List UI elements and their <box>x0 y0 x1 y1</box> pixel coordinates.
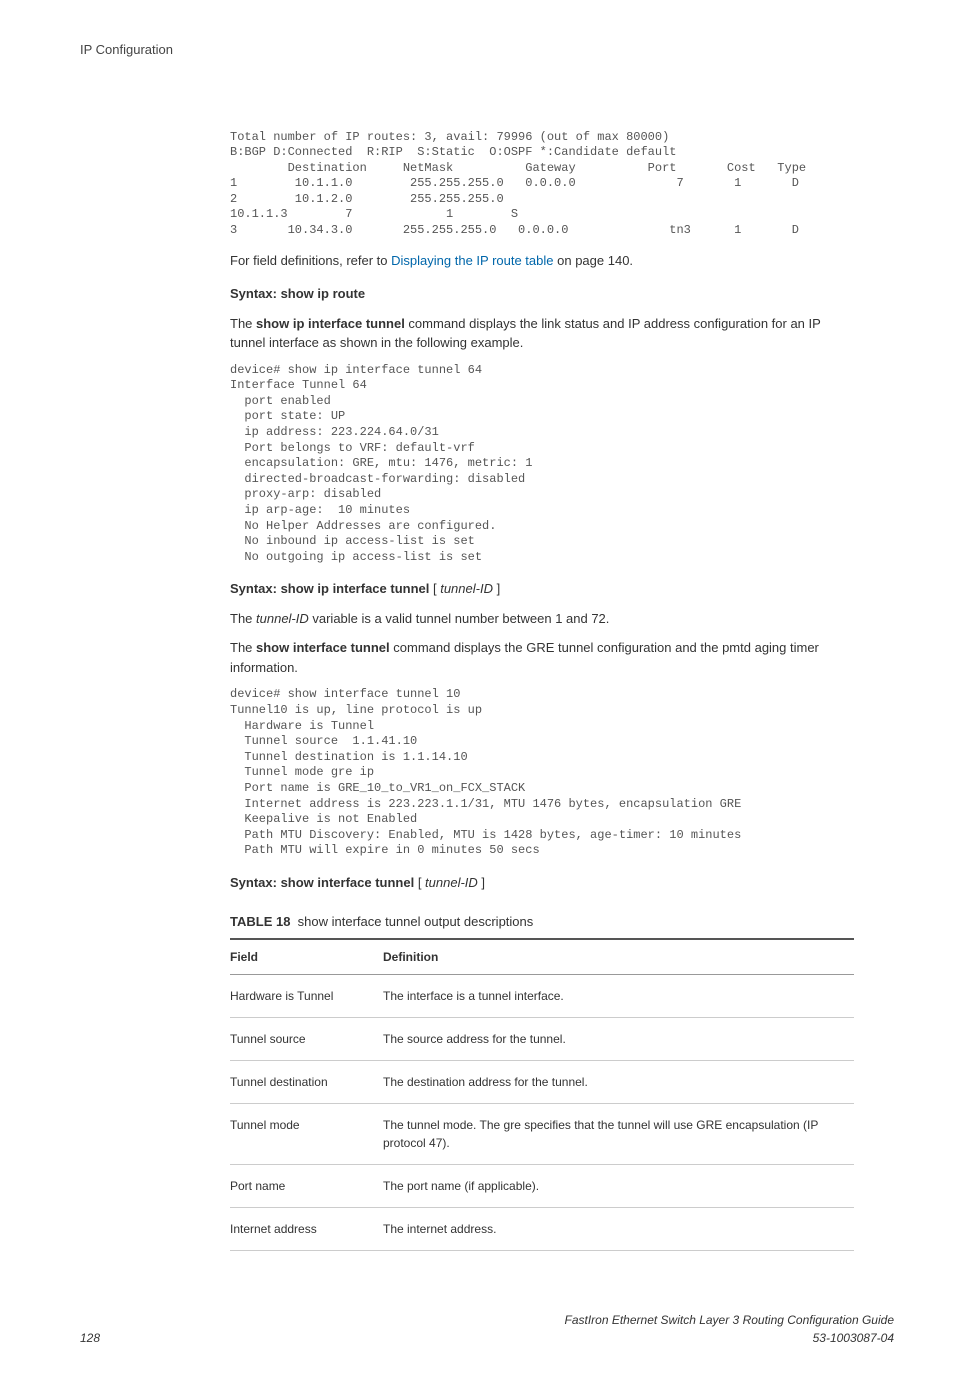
text: variable is a valid tunnel number betwee… <box>309 611 610 626</box>
table-label: TABLE 18 <box>230 914 290 929</box>
text: The <box>230 611 256 626</box>
table-header-definition: Definition <box>383 939 854 975</box>
page-footer: 128 FastIron Ethernet Switch Layer 3 Rou… <box>80 1311 894 1347</box>
table-row: Internet address The internet address. <box>230 1207 854 1250</box>
table-row: Port name The port name (if applicable). <box>230 1164 854 1207</box>
table-cell-field: Tunnel source <box>230 1017 383 1060</box>
table-cell-field: Port name <box>230 1164 383 1207</box>
text: [ <box>414 875 425 890</box>
table-row: Tunnel source The source address for the… <box>230 1017 854 1060</box>
text: For field definitions, refer to <box>230 253 391 268</box>
table-cell-def: The port name (if applicable). <box>383 1164 854 1207</box>
table-row: Tunnel mode The tunnel mode. The gre spe… <box>230 1103 854 1164</box>
table-cell-def: The tunnel mode. The gre specifies that … <box>383 1103 854 1164</box>
table-cell-def: The internet address. <box>383 1207 854 1250</box>
text: ] <box>478 875 485 890</box>
table-cell-field: Tunnel destination <box>230 1060 383 1103</box>
table-row: Hardware is Tunnel The interface is a tu… <box>230 974 854 1017</box>
table-cell-field: Tunnel mode <box>230 1103 383 1164</box>
code-block-show-interface: device# show interface tunnel 10 Tunnel1… <box>230 687 854 859</box>
code-block-routes: Total number of IP routes: 3, avail: 799… <box>230 130 854 239</box>
table-header-field: Field <box>230 939 383 975</box>
text: The <box>230 316 256 331</box>
table-cell-def: The destination address for the tunnel. <box>383 1060 854 1103</box>
command-text: show interface tunnel <box>256 640 390 655</box>
table-cell-field: Internet address <box>230 1207 383 1250</box>
main-content: Total number of IP routes: 3, avail: 799… <box>230 130 854 1251</box>
footer-page-number: 128 <box>80 1329 100 1347</box>
table-cell-field: Hardware is Tunnel <box>230 974 383 1017</box>
paragraph-show-interface-tunnel: The show interface tunnel command displa… <box>230 638 854 677</box>
text: The <box>230 640 256 655</box>
paragraph-show-ip-interface: The show ip interface tunnel command dis… <box>230 314 854 353</box>
footer-doc-info: FastIron Ethernet Switch Layer 3 Routing… <box>564 1311 894 1347</box>
table-header-row: Field Definition <box>230 939 854 975</box>
syntax-text: Syntax: show interface tunnel <box>230 875 414 890</box>
text: on page 140. <box>554 253 634 268</box>
paragraph-field-defs: For field definitions, refer to Displayi… <box>230 251 854 271</box>
page-header: IP Configuration <box>80 40 894 60</box>
syntax-text: Syntax: show ip route <box>230 286 365 301</box>
link-displaying-ip-route[interactable]: Displaying the IP route table <box>391 253 553 268</box>
param-text: tunnel-ID <box>425 875 478 890</box>
table-caption: TABLE 18 show interface tunnel output de… <box>230 912 854 932</box>
table-cell-def: The source address for the tunnel. <box>383 1017 854 1060</box>
syntax-text: Syntax: show ip interface tunnel <box>230 581 429 596</box>
syntax-show-ip-route: Syntax: show ip route <box>230 284 854 304</box>
table-output-descriptions: Field Definition Hardware is Tunnel The … <box>230 938 854 1251</box>
syntax-show-interface-tunnel: Syntax: show interface tunnel [ tunnel-I… <box>230 873 854 893</box>
code-block-interface-tunnel: device# show ip interface tunnel 64 Inte… <box>230 363 854 566</box>
table-row: Tunnel destination The destination addre… <box>230 1060 854 1103</box>
param-text: tunnel-ID <box>440 581 493 596</box>
table-caption-text: show interface tunnel output description… <box>298 914 534 929</box>
text: [ <box>429 581 440 596</box>
paragraph-tunnel-id: The tunnel-ID variable is a valid tunnel… <box>230 609 854 629</box>
footer-title: FastIron Ethernet Switch Layer 3 Routing… <box>564 1311 894 1329</box>
footer-docnum: 53-1003087-04 <box>564 1329 894 1347</box>
syntax-show-ip-interface-tunnel: Syntax: show ip interface tunnel [ tunne… <box>230 579 854 599</box>
table-cell-def: The interface is a tunnel interface. <box>383 974 854 1017</box>
command-text: show ip interface tunnel <box>256 316 405 331</box>
param-text: tunnel-ID <box>256 611 309 626</box>
text: ] <box>493 581 500 596</box>
